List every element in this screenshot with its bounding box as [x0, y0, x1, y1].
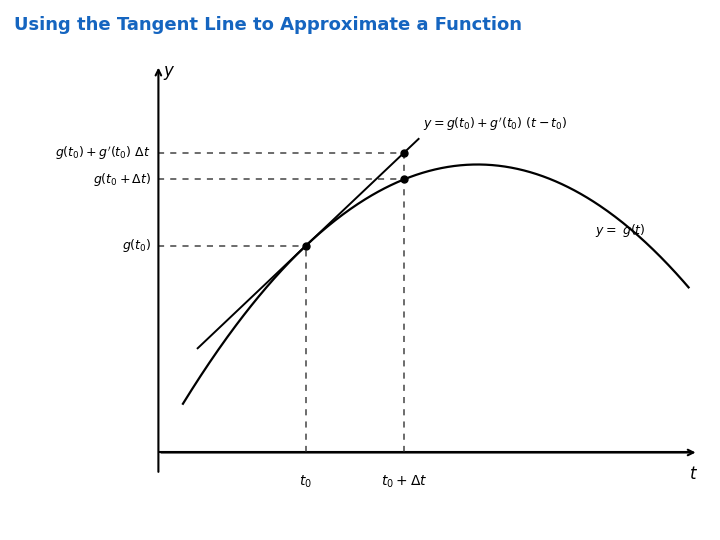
Text: $g(t_0)+g'(t_0)\ \Delta t$: $g(t_0)+g'(t_0)\ \Delta t$: [55, 144, 151, 161]
Text: $y$: $y$: [163, 64, 176, 82]
Text: $t_0+\Delta t$: $t_0+\Delta t$: [381, 474, 427, 490]
Text: Using the Tangent Line to Approximate a Function: Using the Tangent Line to Approximate a …: [14, 16, 523, 34]
Text: $y=g(t_0)+g'(t_0)\ (t-t_0)$: $y=g(t_0)+g'(t_0)\ (t-t_0)$: [423, 116, 568, 133]
Text: $t$: $t$: [689, 464, 698, 483]
Text: $t_0$: $t_0$: [300, 474, 312, 490]
Text: $g(t_0+\Delta t)$: $g(t_0+\Delta t)$: [93, 171, 151, 188]
Text: $y=\ g(t)$: $y=\ g(t)$: [595, 222, 646, 239]
Text: $g(t_0)$: $g(t_0)$: [122, 238, 151, 254]
